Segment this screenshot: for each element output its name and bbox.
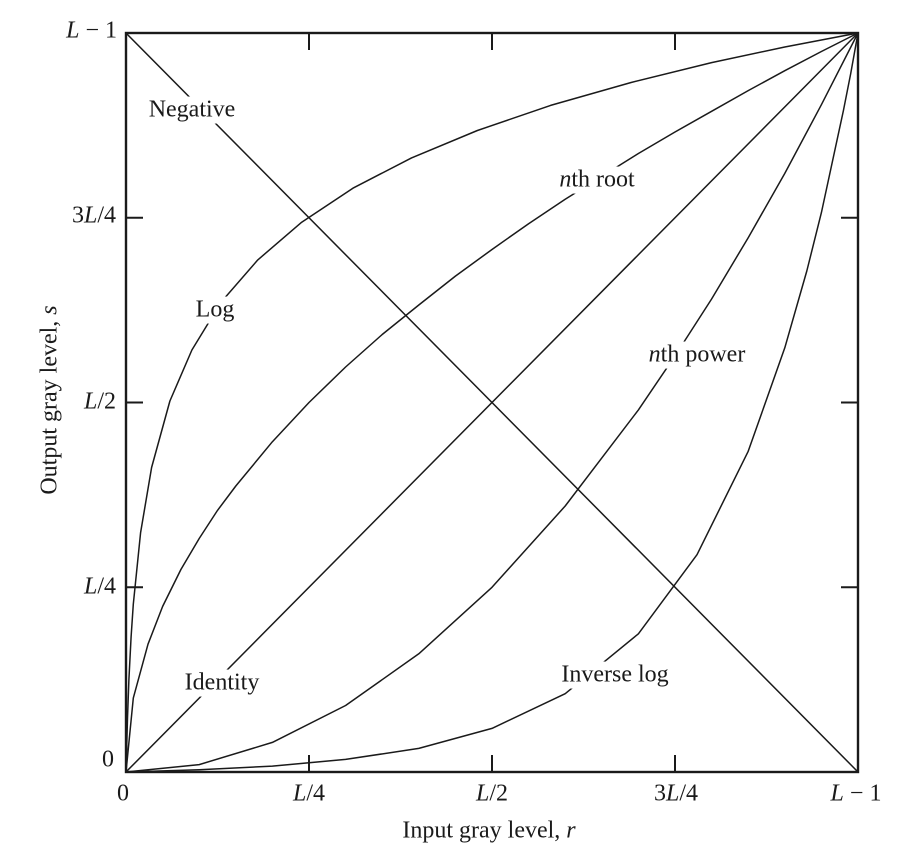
label-part: 3 bbox=[653, 780, 666, 807]
y-tick-label-2: L/2 bbox=[84, 389, 116, 416]
label-part: L bbox=[83, 202, 98, 229]
y-tick-label-0: 0 bbox=[102, 747, 114, 774]
label-part: 3 bbox=[71, 202, 84, 229]
label-part: Input gray level, bbox=[402, 817, 567, 844]
label-part: 0 bbox=[102, 746, 114, 773]
label-part: Inverse log bbox=[561, 661, 669, 688]
label-part: s bbox=[36, 305, 63, 315]
label-part: th root bbox=[571, 166, 635, 193]
label-part: L bbox=[83, 388, 98, 415]
x-tick-label-0: 0 bbox=[117, 781, 129, 808]
label-part: /4 bbox=[97, 202, 116, 229]
label-part: L bbox=[665, 780, 680, 807]
nth-power-curve bbox=[125, 32, 859, 773]
nth-root-curve-label: nth root bbox=[555, 166, 639, 194]
y-tick-label-4: L − 1 bbox=[66, 18, 117, 45]
negative-curve-label: Negative bbox=[144, 96, 240, 124]
nth-power-curve-label: nth power bbox=[644, 341, 750, 369]
inverse-log-curve bbox=[125, 32, 859, 773]
label-part: − 1 bbox=[79, 17, 117, 44]
x-tick-label-1: L/4 bbox=[293, 781, 325, 808]
label-part: r bbox=[566, 817, 576, 844]
label-part: th power bbox=[660, 341, 746, 368]
y-tick-label-3: 3L/4 bbox=[72, 203, 116, 230]
label-part: 0 bbox=[117, 780, 129, 807]
y-axis-title: Output gray level, s bbox=[37, 305, 64, 494]
label-part: L bbox=[292, 780, 307, 807]
inverse-log-curve-label: Inverse log bbox=[557, 661, 673, 689]
label-part: L bbox=[83, 573, 98, 600]
label-part: /4 bbox=[306, 780, 326, 807]
label-part: L bbox=[475, 780, 490, 807]
label-part: − 1 bbox=[843, 780, 882, 807]
x-axis-title: Input gray level, r bbox=[402, 818, 575, 845]
label-part: /2 bbox=[97, 388, 116, 415]
log-curve bbox=[125, 32, 859, 773]
label-part: n bbox=[648, 341, 661, 368]
label-part: /4 bbox=[679, 780, 699, 807]
label-part: L bbox=[66, 17, 80, 44]
label-part: L bbox=[830, 780, 844, 807]
identity-curve-label: Identity bbox=[180, 669, 264, 697]
x-tick-label-3: 3L/4 bbox=[654, 781, 698, 808]
label-part: Output gray level, bbox=[36, 314, 63, 495]
label-part: /4 bbox=[97, 573, 116, 600]
label-part: /2 bbox=[489, 780, 509, 807]
label-part: Log bbox=[195, 296, 235, 323]
log-curve-label: Log bbox=[191, 296, 239, 324]
identity-curve bbox=[125, 32, 859, 773]
nth-root-curve bbox=[125, 32, 859, 773]
x-tick-label-2: L/2 bbox=[476, 781, 508, 808]
label-part: Identity bbox=[184, 669, 260, 696]
y-tick-label-1: L/4 bbox=[84, 574, 116, 601]
x-tick-label-4: L − 1 bbox=[831, 781, 882, 808]
label-part: n bbox=[559, 166, 572, 193]
label-part: Negative bbox=[148, 96, 236, 123]
